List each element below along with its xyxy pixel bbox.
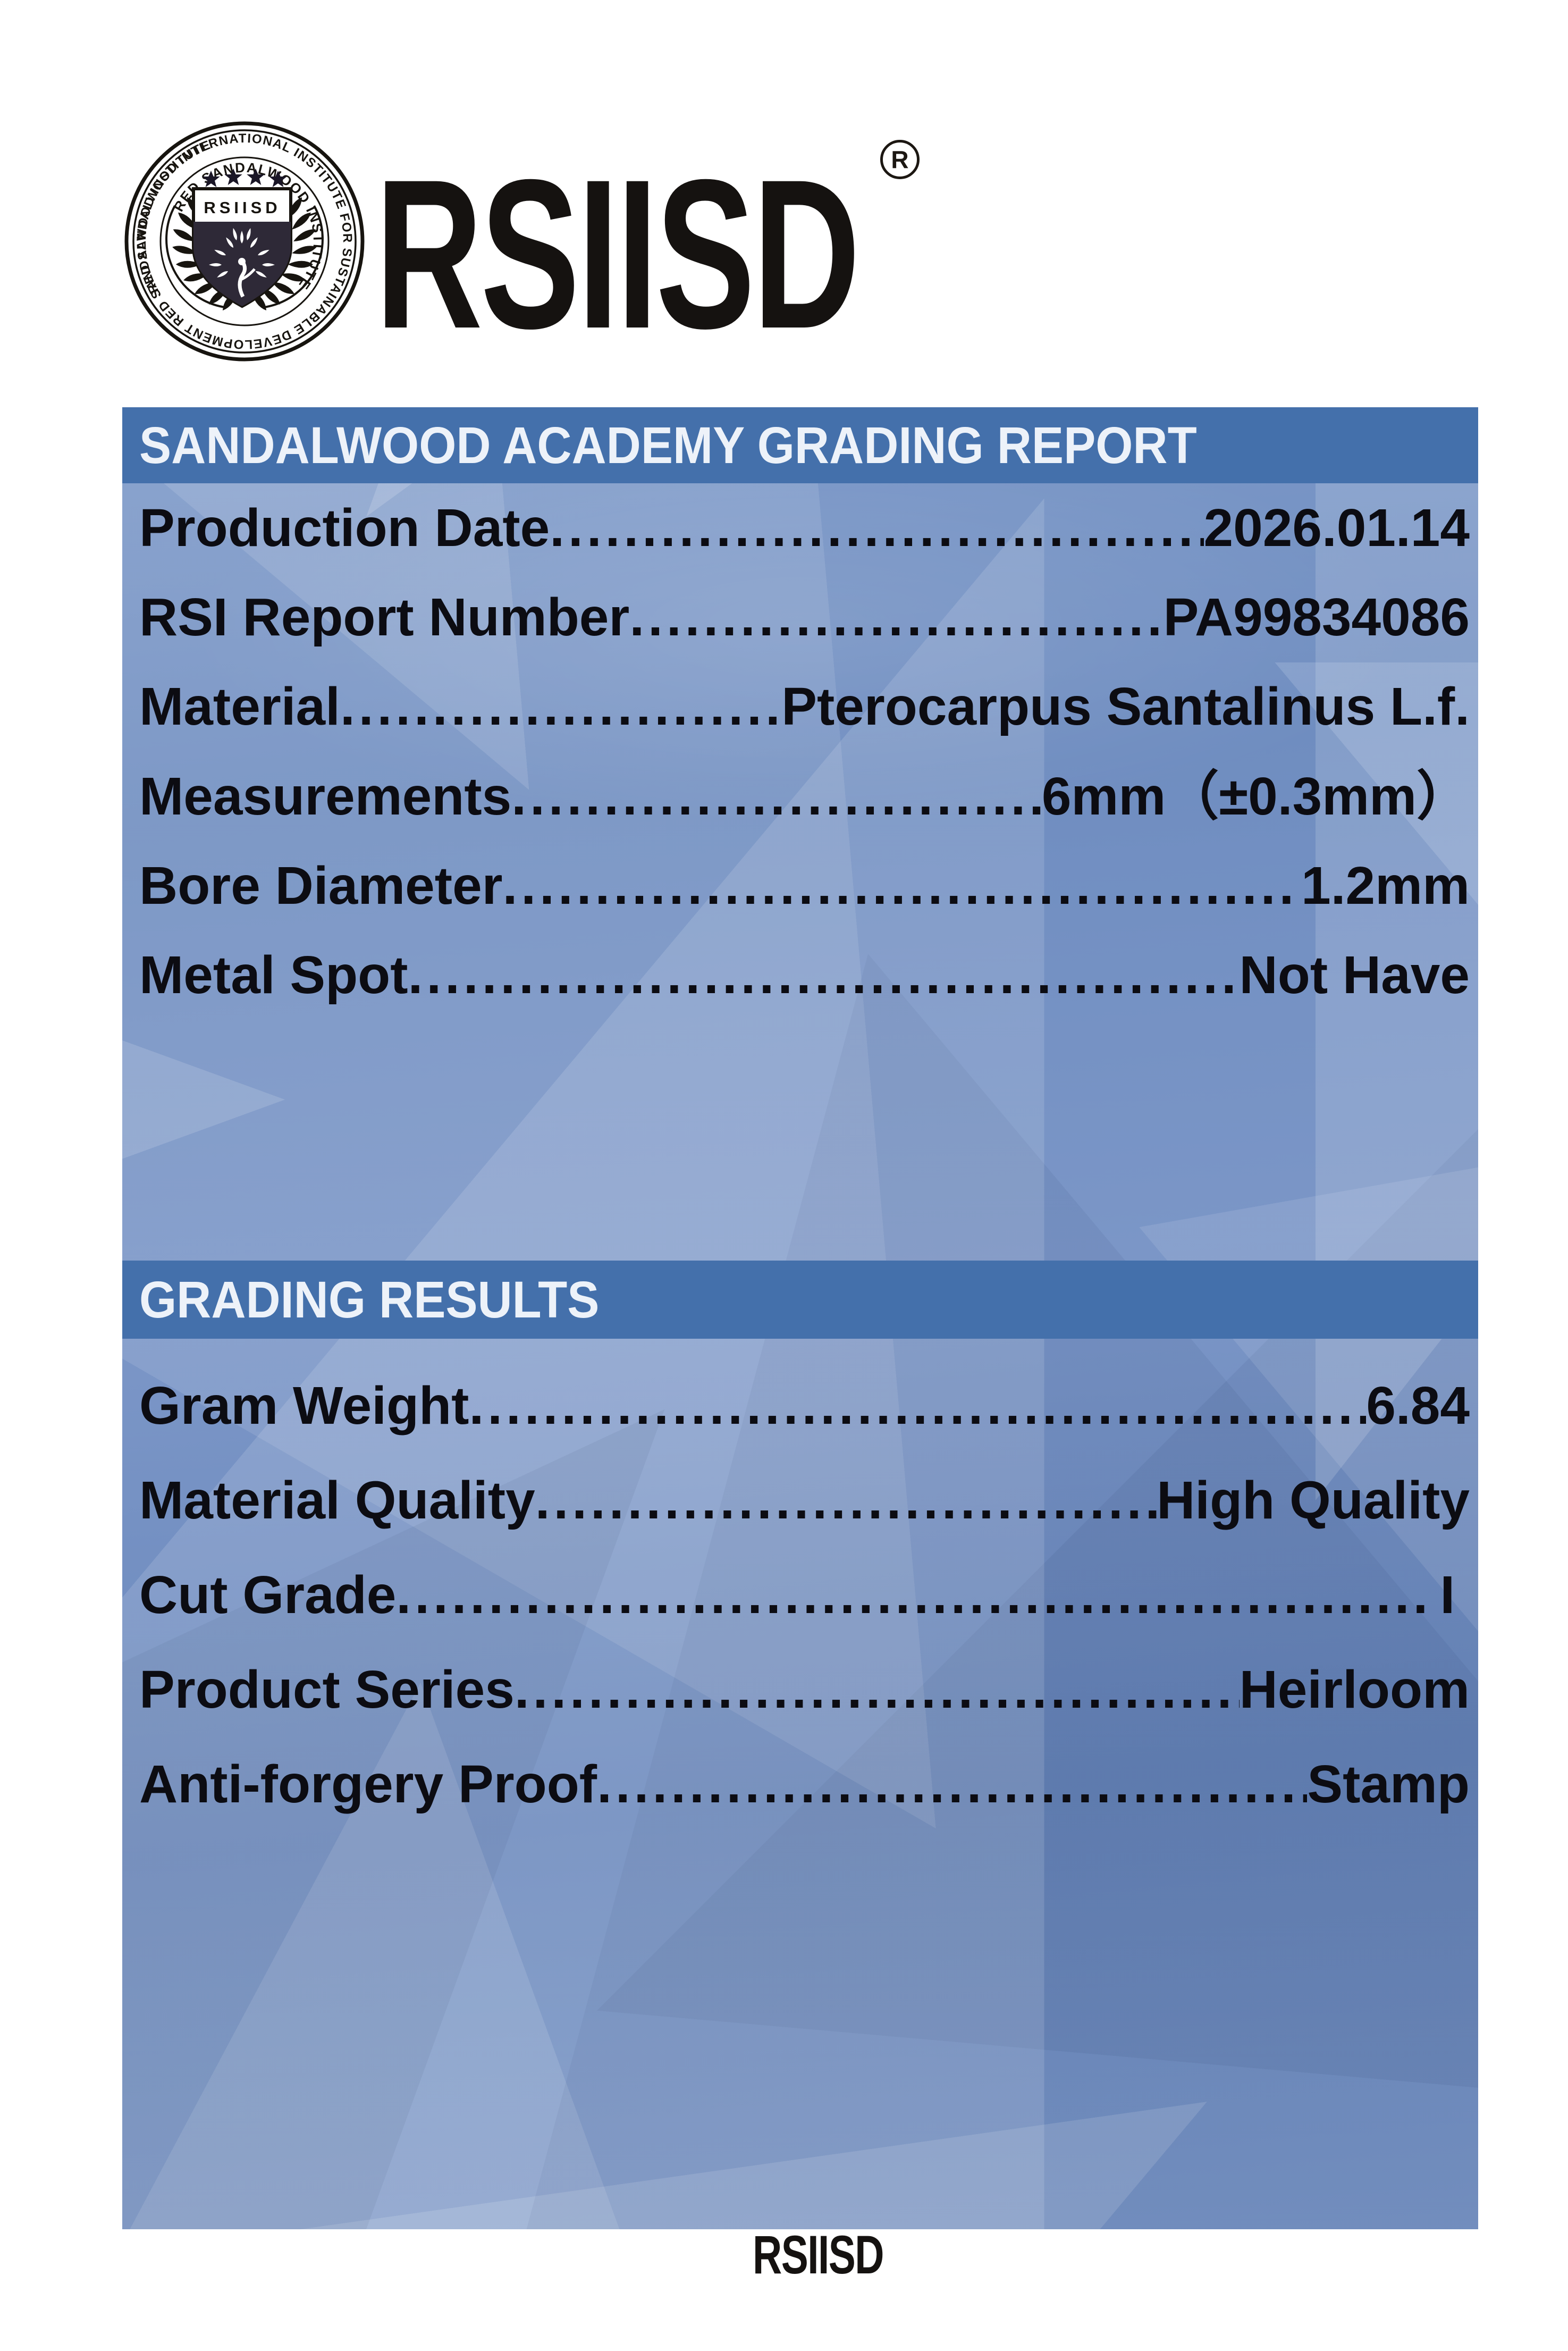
row-label: Anti-forgery Proof [139, 1754, 597, 1814]
results-title: GRADING RESULTS [139, 1270, 600, 1329]
seal-laurel-wreath [165, 195, 324, 313]
row-value: 1.2mm [1301, 856, 1470, 916]
row-label: Gram Weight [139, 1376, 469, 1435]
row-label: Production Date [139, 498, 550, 558]
row-metal-spot: Metal Spot .............................… [122, 948, 1478, 1002]
report-title: SANDALWOOD ACADEMY GRADING REPORT [139, 416, 1197, 474]
row-label: Product Series [139, 1660, 515, 1719]
results-header-bar: GRADING RESULTS [122, 1261, 1478, 1339]
certificate-panel: SANDALWOOD ACADEMY GRADING REPORT Produc… [122, 407, 1478, 2229]
row-rsi-report-number: RSI Report Number ......................… [122, 591, 1478, 644]
row-measurements: Measurements ...........................… [122, 770, 1478, 823]
dot-leader: ........................................… [340, 680, 781, 733]
row-gram-weight: Gram Weight ............................… [122, 1379, 1478, 1432]
row-value: Not Have [1239, 945, 1470, 1005]
row-label: Cut Grade [139, 1565, 397, 1625]
registered-trademark-icon: R [880, 140, 920, 179]
dot-leader: ........................................… [535, 1474, 1157, 1527]
row-label: RSI Report Number [139, 587, 630, 647]
report-header-bar: SANDALWOOD ACADEMY GRADING REPORT [122, 407, 1478, 483]
dot-leader: ........................................… [469, 1379, 1366, 1432]
seal-shield: RSIISD [192, 187, 292, 308]
row-label: Material [139, 677, 340, 736]
row-value: PA99834086 [1163, 587, 1470, 647]
dot-leader: ........................................… [396, 1568, 1425, 1622]
row-label: Metal Spot [139, 945, 408, 1005]
row-anti-forgery-proof: Anti-forgery Proof .....................… [122, 1758, 1478, 1811]
row-value: 2026.01.14 [1203, 498, 1470, 558]
dot-leader: ........................................… [597, 1758, 1308, 1811]
dot-leader: ........................................… [511, 770, 1042, 823]
row-product-series: Product Series .........................… [122, 1663, 1478, 1716]
row-material: Material ...............................… [122, 680, 1478, 733]
row-value: Heirloom [1239, 1660, 1470, 1719]
row-value: I [1425, 1565, 1470, 1625]
row-label: Measurements [139, 767, 512, 826]
row-cut-grade: Cut Grade ..............................… [122, 1568, 1478, 1622]
row-label: Material Quality [139, 1471, 535, 1530]
seal-tree-icon [209, 228, 275, 298]
seal-shield-text: RSIISD [204, 198, 281, 217]
row-value: High Quality [1157, 1471, 1470, 1530]
row-label: Bore Diameter [139, 856, 503, 916]
dot-leader: ........................................… [550, 501, 1203, 555]
rsiisd-wordmark: RSIISD [375, 135, 861, 373]
seal-rings [124, 121, 365, 362]
dot-leader: ........................................… [502, 859, 1302, 912]
row-value: 6.84 [1366, 1376, 1470, 1435]
row-bore-diameter: Bore Diameter ..........................… [122, 859, 1478, 912]
dot-leader: ........................................… [629, 591, 1163, 644]
row-material-quality: Material Quality .......................… [122, 1474, 1478, 1527]
row-value: Stamp [1307, 1754, 1470, 1814]
dot-leader: ........................................… [514, 1663, 1240, 1716]
dot-leader: ........................................… [408, 948, 1240, 1002]
row-value: Pterocarpus Santalinus L.f. [781, 677, 1470, 736]
row-production-date: Production Date ........................… [122, 501, 1478, 555]
footer-brand: RSIISD [753, 2224, 884, 2285]
rsiisd-seal-logo: RED SANDALWOOD INTERNATIONAL INSTITUTE F… [124, 121, 365, 362]
row-value: 6mm（±0.3mm） [1041, 767, 1470, 826]
